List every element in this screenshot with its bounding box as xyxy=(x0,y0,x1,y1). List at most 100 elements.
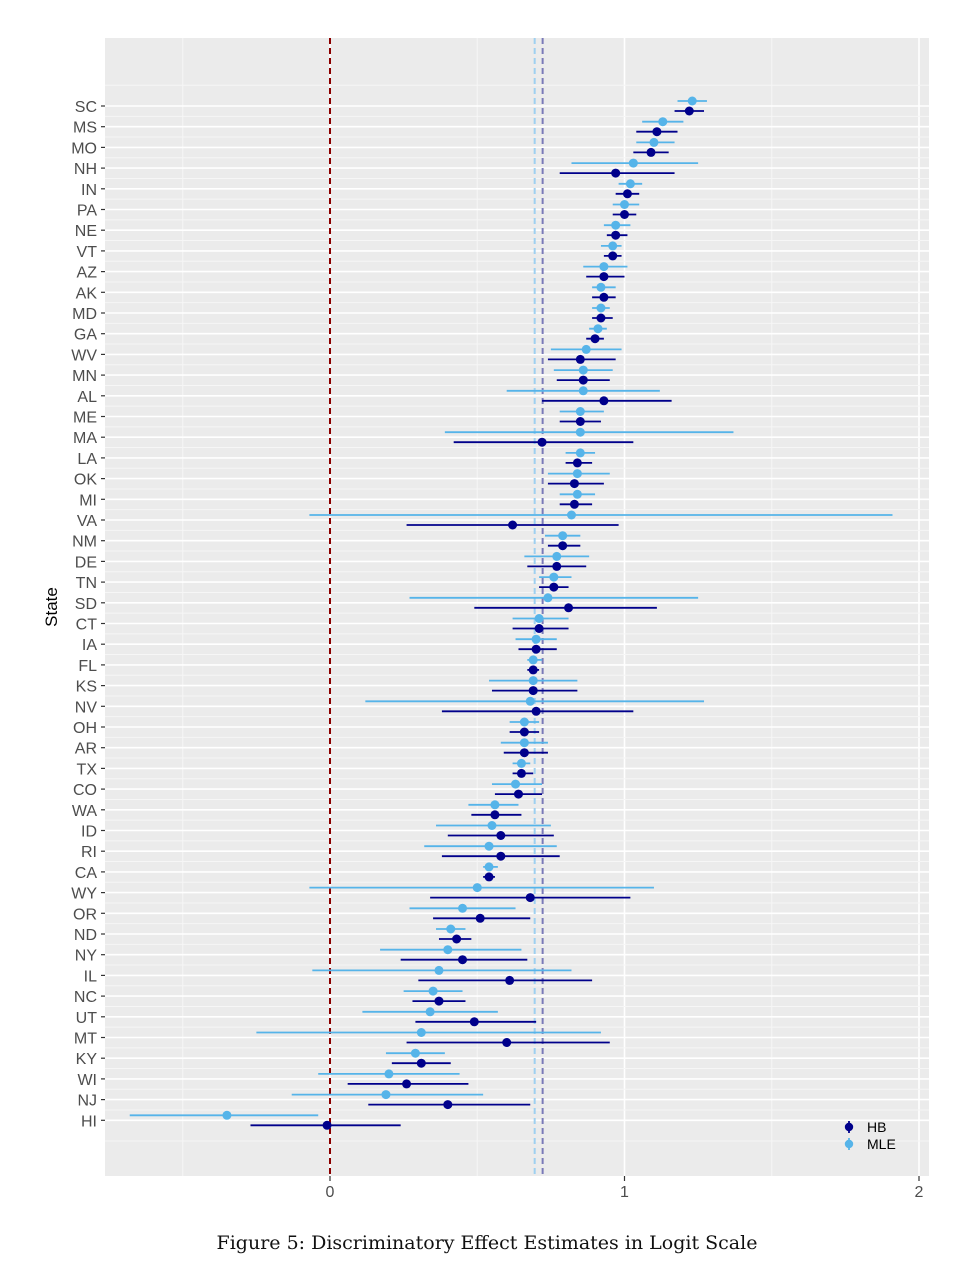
y-tick-label-MI: MI xyxy=(79,492,97,509)
x-tick-label-0: 0 xyxy=(326,1184,335,1201)
point-MLE-AL xyxy=(578,386,588,396)
y-tick-label-NH: NH xyxy=(74,161,97,178)
point-MLE-ND xyxy=(446,924,456,934)
y-tick-label-IL: IL xyxy=(84,968,97,985)
y-tick-label-TX: TX xyxy=(77,761,98,778)
data-marks xyxy=(129,96,893,1130)
point-HB-IN xyxy=(622,189,632,199)
point-MLE-MI xyxy=(572,489,582,499)
y-tick-label-MT: MT xyxy=(74,1031,97,1048)
legend-key-point-HB xyxy=(844,1122,854,1132)
point-MLE-TN xyxy=(549,572,559,582)
y-tick-label-MD: MD xyxy=(72,306,97,323)
point-HB-NE xyxy=(611,230,621,240)
y-tick-label-NE: NE xyxy=(75,223,97,240)
point-MLE-CT xyxy=(534,614,544,623)
point-HB-WA xyxy=(490,810,500,820)
y-tick-label-HI: HI xyxy=(81,1113,97,1130)
point-HB-GA xyxy=(590,334,600,344)
point-MLE-CA xyxy=(484,862,494,872)
point-HB-NC xyxy=(434,996,444,1006)
point-MLE-FL xyxy=(528,655,538,665)
point-HB-MI xyxy=(569,499,579,509)
point-HB-NV xyxy=(531,706,541,716)
point-HB-NM xyxy=(558,541,568,551)
y-tick-label-KS: KS xyxy=(76,679,97,696)
point-MLE-MN xyxy=(578,365,588,375)
point-MLE-AR xyxy=(519,738,529,748)
point-HB-UT xyxy=(469,1017,479,1027)
point-HB-AZ xyxy=(599,272,609,282)
point-MLE-NM xyxy=(558,531,568,541)
y-tick-label-AR: AR xyxy=(75,741,97,758)
point-MLE-IL xyxy=(434,965,444,975)
point-HB-OH xyxy=(519,727,529,737)
point-HB-WY xyxy=(525,893,535,903)
point-HB-SC xyxy=(684,106,694,116)
y-tick-labels: SC MS MO NH IN PA NE VT AZ AK MD GA WV MN AL ME MA LA OK MI… xyxy=(71,99,105,1130)
point-MLE-UT xyxy=(425,1007,435,1017)
y-tick-label-AK: AK xyxy=(76,285,98,302)
point-MLE-ID xyxy=(487,821,497,830)
point-MLE-OK xyxy=(572,469,582,479)
point-MLE-NY xyxy=(443,945,453,955)
point-MLE-OR xyxy=(458,903,468,913)
point-MLE-VT xyxy=(608,241,618,251)
point-MLE-RI xyxy=(484,841,494,851)
point-MLE-WI xyxy=(384,1069,394,1079)
point-HB-TN xyxy=(549,582,559,592)
y-tick-label-DE: DE xyxy=(75,554,97,571)
point-HB-FL xyxy=(528,665,538,675)
y-tick-label-WV: WV xyxy=(71,347,97,364)
point-MLE-NC xyxy=(428,986,438,996)
point-MLE-AK xyxy=(596,282,606,292)
point-MLE-MT xyxy=(416,1028,426,1037)
y-tick-label-NY: NY xyxy=(75,948,98,965)
y-tick-label-VA: VA xyxy=(77,513,97,530)
y-tick-label-CO: CO xyxy=(73,782,97,799)
point-HB-ME xyxy=(575,417,585,426)
y-tick-label-OK: OK xyxy=(74,472,97,489)
point-HB-AL xyxy=(599,396,609,406)
legend-label-MLE: MLE xyxy=(867,1136,896,1152)
y-tick-label-MO: MO xyxy=(71,140,97,157)
y-tick-label-VT: VT xyxy=(77,244,98,261)
point-HB-TX xyxy=(516,768,526,778)
y-tick-label-ID: ID xyxy=(81,824,97,841)
point-HB-HI xyxy=(322,1120,332,1130)
y-tick-label-AL: AL xyxy=(77,389,97,406)
point-HB-LA xyxy=(572,458,582,468)
point-HB-DE xyxy=(552,561,562,571)
point-HB-PA xyxy=(620,210,629,219)
y-tick-label-WI: WI xyxy=(77,1072,97,1089)
point-HB-MN xyxy=(578,375,588,385)
y-tick-label-WA: WA xyxy=(72,803,98,820)
y-tick-label-TN: TN xyxy=(76,575,97,592)
y-tick-label-CT: CT xyxy=(76,617,98,634)
y-tick-label-MN: MN xyxy=(72,368,97,385)
y-tick-label-LA: LA xyxy=(77,451,97,468)
point-HB-MO xyxy=(646,147,656,157)
y-tick-label-IN: IN xyxy=(81,182,97,199)
y-tick-label-PA: PA xyxy=(77,203,97,220)
point-MLE-OH xyxy=(519,717,529,727)
point-HB-ID xyxy=(496,831,506,840)
point-MLE-TX xyxy=(516,758,526,768)
point-MLE-HI xyxy=(222,1110,232,1120)
forest-plot: SC MS MO NH IN PA NE VT AZ AK MD GA WV MN AL ME MA LA OK MI… xyxy=(42,38,929,1201)
point-MLE-NV xyxy=(525,696,535,706)
point-HB-VT xyxy=(608,251,618,261)
point-HB-OR xyxy=(475,913,485,923)
point-HB-CT xyxy=(534,624,544,633)
x-tick-label-1: 1 xyxy=(620,1184,629,1201)
y-tick-label-ME: ME xyxy=(73,410,97,427)
y-tick-label-AZ: AZ xyxy=(77,265,98,282)
legend-key-point-MLE xyxy=(844,1139,854,1149)
point-MLE-NJ xyxy=(381,1090,391,1100)
point-HB-AK xyxy=(599,292,609,302)
point-MLE-IN xyxy=(625,179,635,189)
point-MLE-LA xyxy=(575,448,585,458)
point-HB-CA xyxy=(484,872,494,882)
point-MLE-AZ xyxy=(599,262,609,272)
